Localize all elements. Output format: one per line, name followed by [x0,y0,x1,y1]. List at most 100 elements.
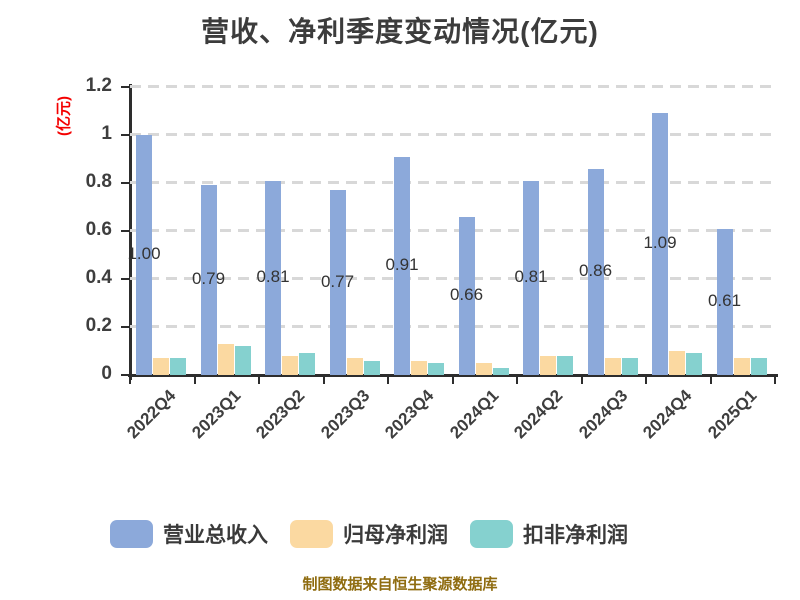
revenue-bar [136,135,152,375]
y-tick-label: 0.4 [85,267,112,288]
non-gaap-profit-bar [299,353,315,375]
legend-item: 营业总收入 [110,519,268,549]
y-tick-label: 0.2 [85,315,112,336]
revenue-bar [587,168,604,375]
x-tick-mark [516,377,518,384]
x-tick-label: 2024Q4 [639,386,696,443]
net-profit-bar [346,358,363,375]
bar-group: 0.61 [707,84,776,375]
net-profit-bar [669,351,685,375]
revenue-bar [200,185,217,375]
y-tick-mark [121,278,129,280]
legend-label: 归母净利润 [343,524,448,547]
x-tick-mark [193,377,196,384]
non-gaap-profit-bar [363,360,380,375]
gridline [130,325,775,328]
bar-value-label: 0.86 [578,260,613,280]
y-tick-label: 0.8 [85,171,112,192]
revenue-bar [265,180,281,375]
gridline [130,85,775,88]
y-tick-mark [121,230,129,232]
bar-group: 1.00 [127,84,195,375]
net-profit-bar [217,343,234,375]
bar-group: 0.66 [449,84,518,375]
x-tick-label: 2023Q1 [187,386,244,443]
plot-area: 1.00 0.79 0.81 0.77 0.91 0.66 0.81 0.86 1.09 0.61 [127,84,776,375]
net-profit-bar [153,358,169,375]
non-gaap-profit-bar [750,358,767,375]
non-gaap-profit-bar [621,358,638,375]
y-tick-mark [121,134,129,136]
non-gaap-profit-bar [428,363,444,375]
revenue-bar [716,228,733,375]
footer-note: 制图数据来自恒生聚源数据库 [302,576,498,593]
revenue-bar [394,156,410,375]
x-tick-mark [580,377,583,384]
legend-label: 营业总收入 [163,524,268,547]
revenue-legend-swatch [110,520,153,548]
net-profit-bar [604,358,621,375]
bar-value-label: 0.81 [256,266,290,286]
x-tick-label: 2024Q3 [574,386,631,443]
non-gaap-profit-legend-swatch [470,520,513,548]
x-tick-mark [451,377,454,384]
bar-value-label: 0.79 [191,269,226,289]
x-tick-mark [387,377,389,384]
bar-value-label: 1.00 [127,244,161,263]
bar-group: 0.77 [320,84,389,375]
gridline [130,181,775,184]
legend-item: 归母净利润 [290,519,448,549]
x-tick-label: 2024Q1 [445,386,502,443]
bar-value-label: 0.81 [514,266,548,286]
y-tick-label: 0.6 [85,219,112,240]
bar-group: 0.81 [256,84,324,375]
y-tick-label: 1.2 [85,75,112,96]
x-axis-line [128,374,778,377]
bar-group: 1.09 [643,84,711,375]
y-tick-label: 1 [101,123,112,144]
bar-group: 0.86 [578,84,647,375]
bar-value-label: 0.91 [385,254,419,274]
bar-group: 0.91 [385,84,453,375]
non-gaap-profit-bar [557,355,573,375]
gridline [130,277,775,280]
net-profit-legend-swatch [290,520,333,548]
legend-item: 扣非净利润 [470,519,628,549]
net-profit-bar [411,360,427,375]
bar-value-label: 1.09 [643,233,677,253]
non-gaap-profit-bar [170,358,186,375]
x-tick-mark [709,377,712,384]
non-gaap-profit-bar [234,346,251,375]
non-gaap-profit-bar [492,367,509,375]
y-tick-mark [121,182,129,184]
gridline [130,229,775,232]
y-tick-mark [121,374,129,376]
legend-label: 扣非净利润 [523,524,628,547]
x-tick-label: 2023Q3 [316,386,373,443]
x-tick-label: 2023Q4 [381,386,438,443]
x-tick-mark [258,377,260,384]
x-tick-mark [129,377,131,384]
x-tick-label: 2024Q2 [510,386,567,443]
net-profit-bar [540,355,556,375]
bar-value-label: 0.66 [449,284,484,304]
net-profit-bar [282,355,298,375]
net-profit-bar [733,358,750,375]
revenue-bar [652,113,668,375]
bar-value-label: 0.61 [707,290,742,310]
revenue-bar [458,216,475,375]
chart-title: 营收、净利季度变动情况(亿元) [201,16,599,47]
gridline [130,133,775,136]
x-tick-label: 2025Q1 [703,386,760,443]
bar-group: 0.81 [514,84,582,375]
x-tick-mark [322,377,325,384]
revenue-bar [329,190,346,375]
x-tick-mark [645,377,647,384]
bar-value-label: 0.77 [320,271,355,291]
x-tick-label: 2022Q4 [123,386,180,443]
y-tick-label: 0 [101,363,112,384]
y-axis-line [129,84,132,380]
x-tick-label: 2023Q2 [252,386,309,443]
y-tick-mark [121,326,129,328]
